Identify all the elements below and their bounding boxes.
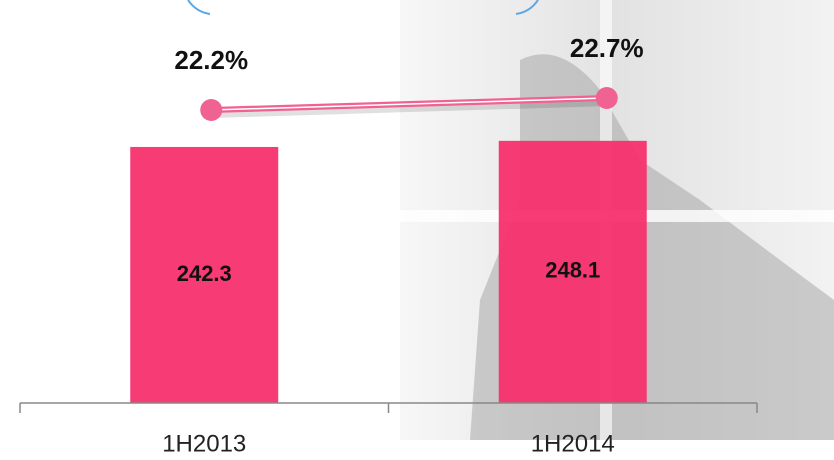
line-point (595, 87, 618, 110)
x-tick-label: 1H2014 (531, 430, 615, 457)
line-value-label: 22.7% (570, 33, 644, 63)
bar (130, 146, 279, 403)
x-tick-label: 1H2013 (162, 430, 246, 457)
line-inner (211, 97, 607, 111)
bar-value-label: 242.3 (177, 261, 232, 286)
line-point (200, 99, 223, 122)
line-shadow (213, 98, 609, 119)
line-value-label: 22.2% (174, 45, 248, 75)
bar (498, 140, 647, 403)
decoration-arc (515, 0, 539, 15)
bar-value-label: 248.1 (545, 258, 600, 283)
decoration-arc (187, 0, 211, 15)
